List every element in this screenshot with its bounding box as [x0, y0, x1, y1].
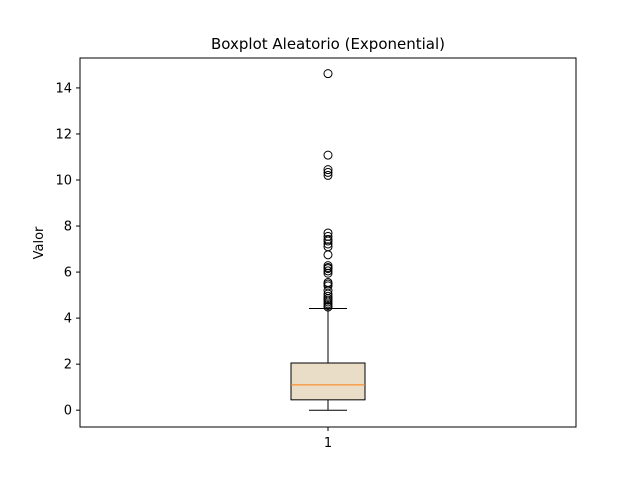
iqr-box: [290, 362, 366, 401]
y-tick-label-12: 12: [55, 127, 72, 142]
plot-area: 0 2 4 6 8 10 12 14 1: [55, 69, 366, 451]
y-tick-label-6: 6: [64, 266, 72, 281]
x-tick-label-1: 1: [324, 436, 332, 451]
y-tick-label-10: 10: [55, 174, 72, 189]
y-tick-label-0: 0: [64, 404, 72, 419]
outlier-point-11: [323, 250, 333, 260]
outlier-point-3: [323, 167, 333, 177]
outlier-point-0: [323, 69, 333, 79]
outlier-point-9: [323, 239, 333, 249]
outlier-point-14: [323, 264, 333, 274]
outlier-point-28: [323, 302, 333, 312]
y-tick-label-8: 8: [64, 220, 72, 235]
outlier-point-2: [323, 165, 333, 175]
outlier-point-16: [323, 268, 333, 278]
chart-title: Boxplot Aleatorio (Exponential): [211, 35, 445, 53]
outlier-point-8: [323, 236, 333, 246]
outlier-point-15: [323, 266, 333, 276]
y-tick-label-2: 2: [64, 358, 72, 373]
outlier-point-1: [323, 150, 333, 160]
y-axis-label: Valor: [32, 226, 47, 259]
plot-frame: [79, 57, 577, 428]
y-tick-label-4: 4: [64, 312, 72, 327]
outlier-point-4: [323, 170, 333, 180]
y-tick-label-14: 14: [55, 81, 72, 96]
